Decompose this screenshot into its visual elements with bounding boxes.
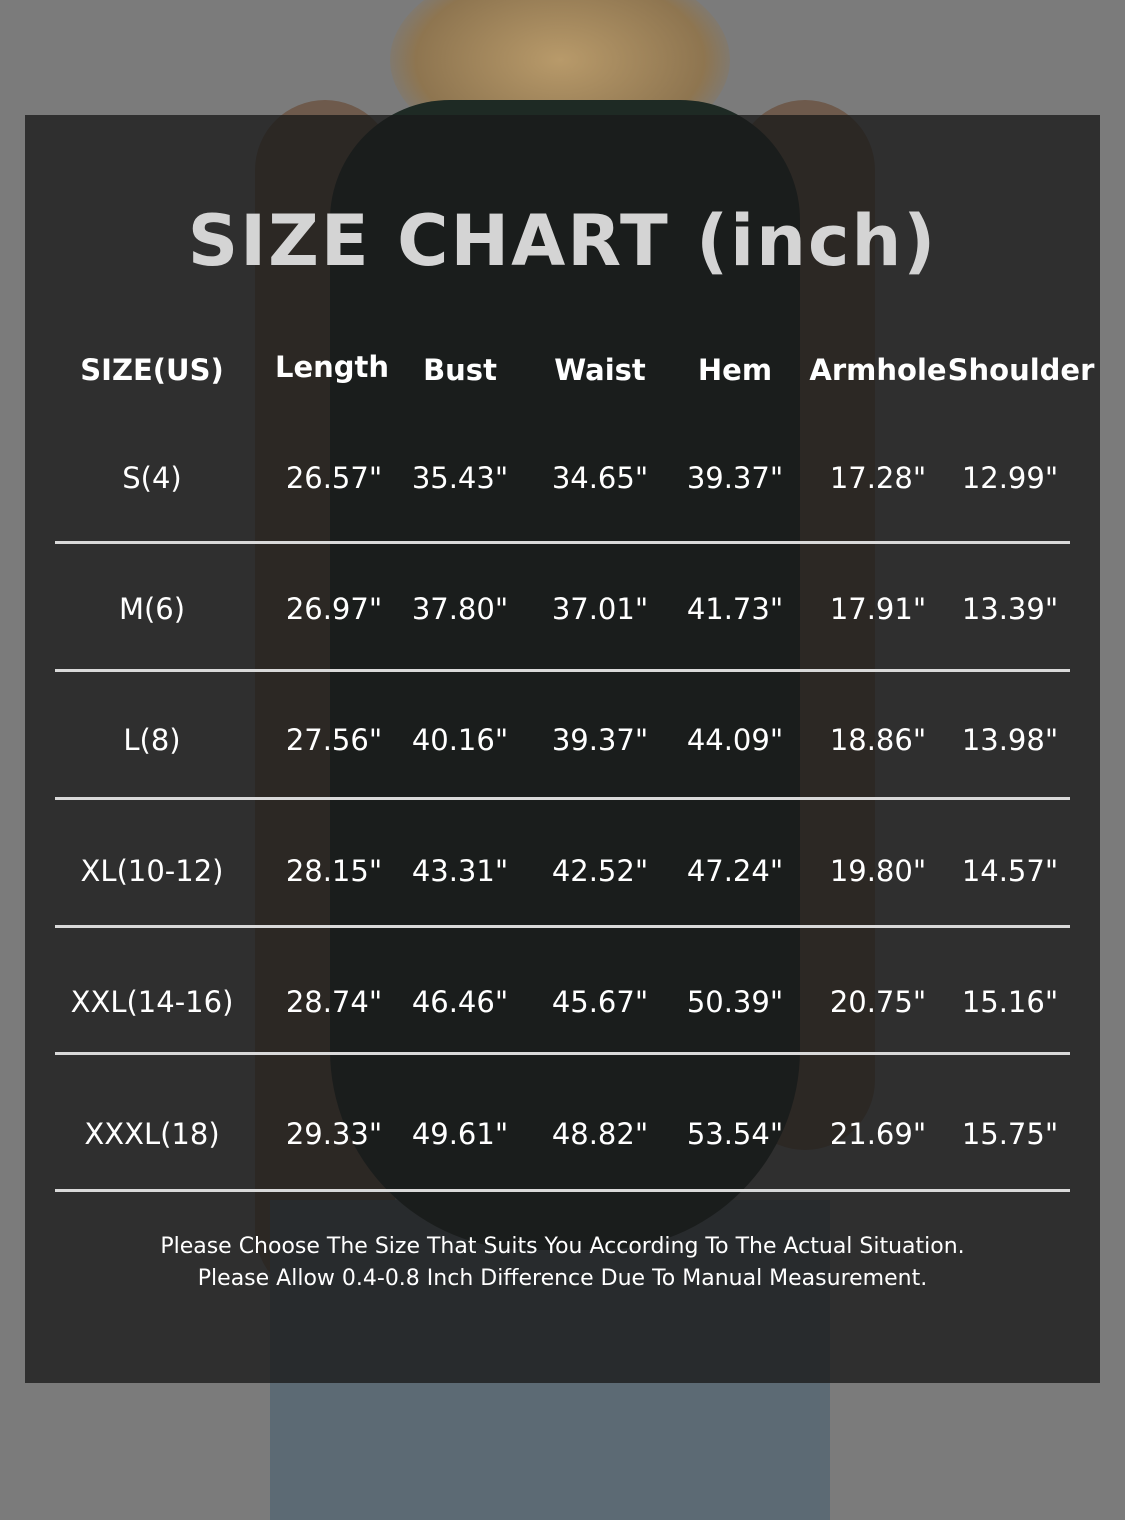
measurement-cell: 37.80" — [411, 592, 509, 626]
measurement-cell: 27.56" — [285, 723, 383, 757]
column-header: Length — [274, 350, 390, 384]
measurement-cell: 13.39" — [961, 592, 1059, 626]
measurement-cell: 37.01" — [551, 592, 649, 626]
size-label: XL(10-12) — [80, 854, 224, 888]
measurement-cell: 50.39" — [686, 985, 784, 1019]
measurement-cell: 34.65" — [551, 461, 649, 495]
measurement-cell: 20.75" — [829, 985, 927, 1019]
row-divider — [55, 669, 1070, 672]
measurement-cell: 42.52" — [551, 854, 649, 888]
measurement-cell: 28.15" — [285, 854, 383, 888]
measurement-cell: 46.46" — [411, 985, 509, 1019]
column-header: Armhole — [809, 353, 947, 387]
measurement-cell: 39.37" — [686, 461, 784, 495]
measurement-cell: 26.97" — [285, 592, 383, 626]
row-divider — [55, 797, 1070, 800]
measurement-cell: 35.43" — [411, 461, 509, 495]
note-line-1: Please Choose The Size That Suits You Ac… — [160, 1234, 965, 1259]
measurement-cell: 13.98" — [961, 723, 1059, 757]
row-divider — [55, 1052, 1070, 1055]
measurement-cell: 15.75" — [961, 1117, 1059, 1151]
measurement-cell: 14.57" — [961, 854, 1059, 888]
measurement-cell: 18.86" — [829, 723, 927, 757]
measurement-cell: 21.69" — [829, 1117, 927, 1151]
measurement-cell: 53.54" — [686, 1117, 784, 1151]
measurement-cell: 29.33" — [285, 1117, 383, 1151]
size-label: L(8) — [123, 723, 181, 757]
measurement-cell: 44.09" — [686, 723, 784, 757]
chart-title: SIZE CHART (inch) — [187, 200, 938, 282]
measurement-cell: 17.91" — [829, 592, 927, 626]
size-chart-panel — [25, 115, 1100, 1383]
measurement-cell: 17.28" — [829, 461, 927, 495]
size-label: XXXL(18) — [84, 1117, 220, 1151]
measurement-cell: 40.16" — [411, 723, 509, 757]
measurement-cell: 49.61" — [411, 1117, 509, 1151]
column-header: Waist — [554, 353, 646, 387]
measurement-cell: 26.57" — [285, 461, 383, 495]
column-header: Bust — [423, 353, 497, 387]
size-label: M(6) — [118, 592, 186, 626]
measurement-cell: 45.67" — [551, 985, 649, 1019]
measurement-cell: 39.37" — [551, 723, 649, 757]
size-label: XXL(14-16) — [70, 985, 234, 1019]
row-divider — [55, 1189, 1070, 1192]
note-line-2: Please Allow 0.4-0.8 Inch Difference Due… — [197, 1266, 928, 1291]
column-header: Hem — [697, 353, 773, 387]
measurement-cell: 41.73" — [686, 592, 784, 626]
column-header: Shoulder — [947, 353, 1095, 387]
measurement-cell: 28.74" — [285, 985, 383, 1019]
column-header: SIZE(US) — [80, 353, 224, 387]
size-label: S(4) — [122, 461, 182, 495]
measurement-cell: 47.24" — [686, 854, 784, 888]
measurement-cell: 15.16" — [961, 985, 1059, 1019]
row-divider — [55, 925, 1070, 928]
measurement-cell: 48.82" — [551, 1117, 649, 1151]
measurement-cell: 43.31" — [411, 854, 509, 888]
measurement-cell: 19.80" — [829, 854, 927, 888]
measurement-cell: 12.99" — [961, 461, 1059, 495]
row-divider — [55, 541, 1070, 544]
